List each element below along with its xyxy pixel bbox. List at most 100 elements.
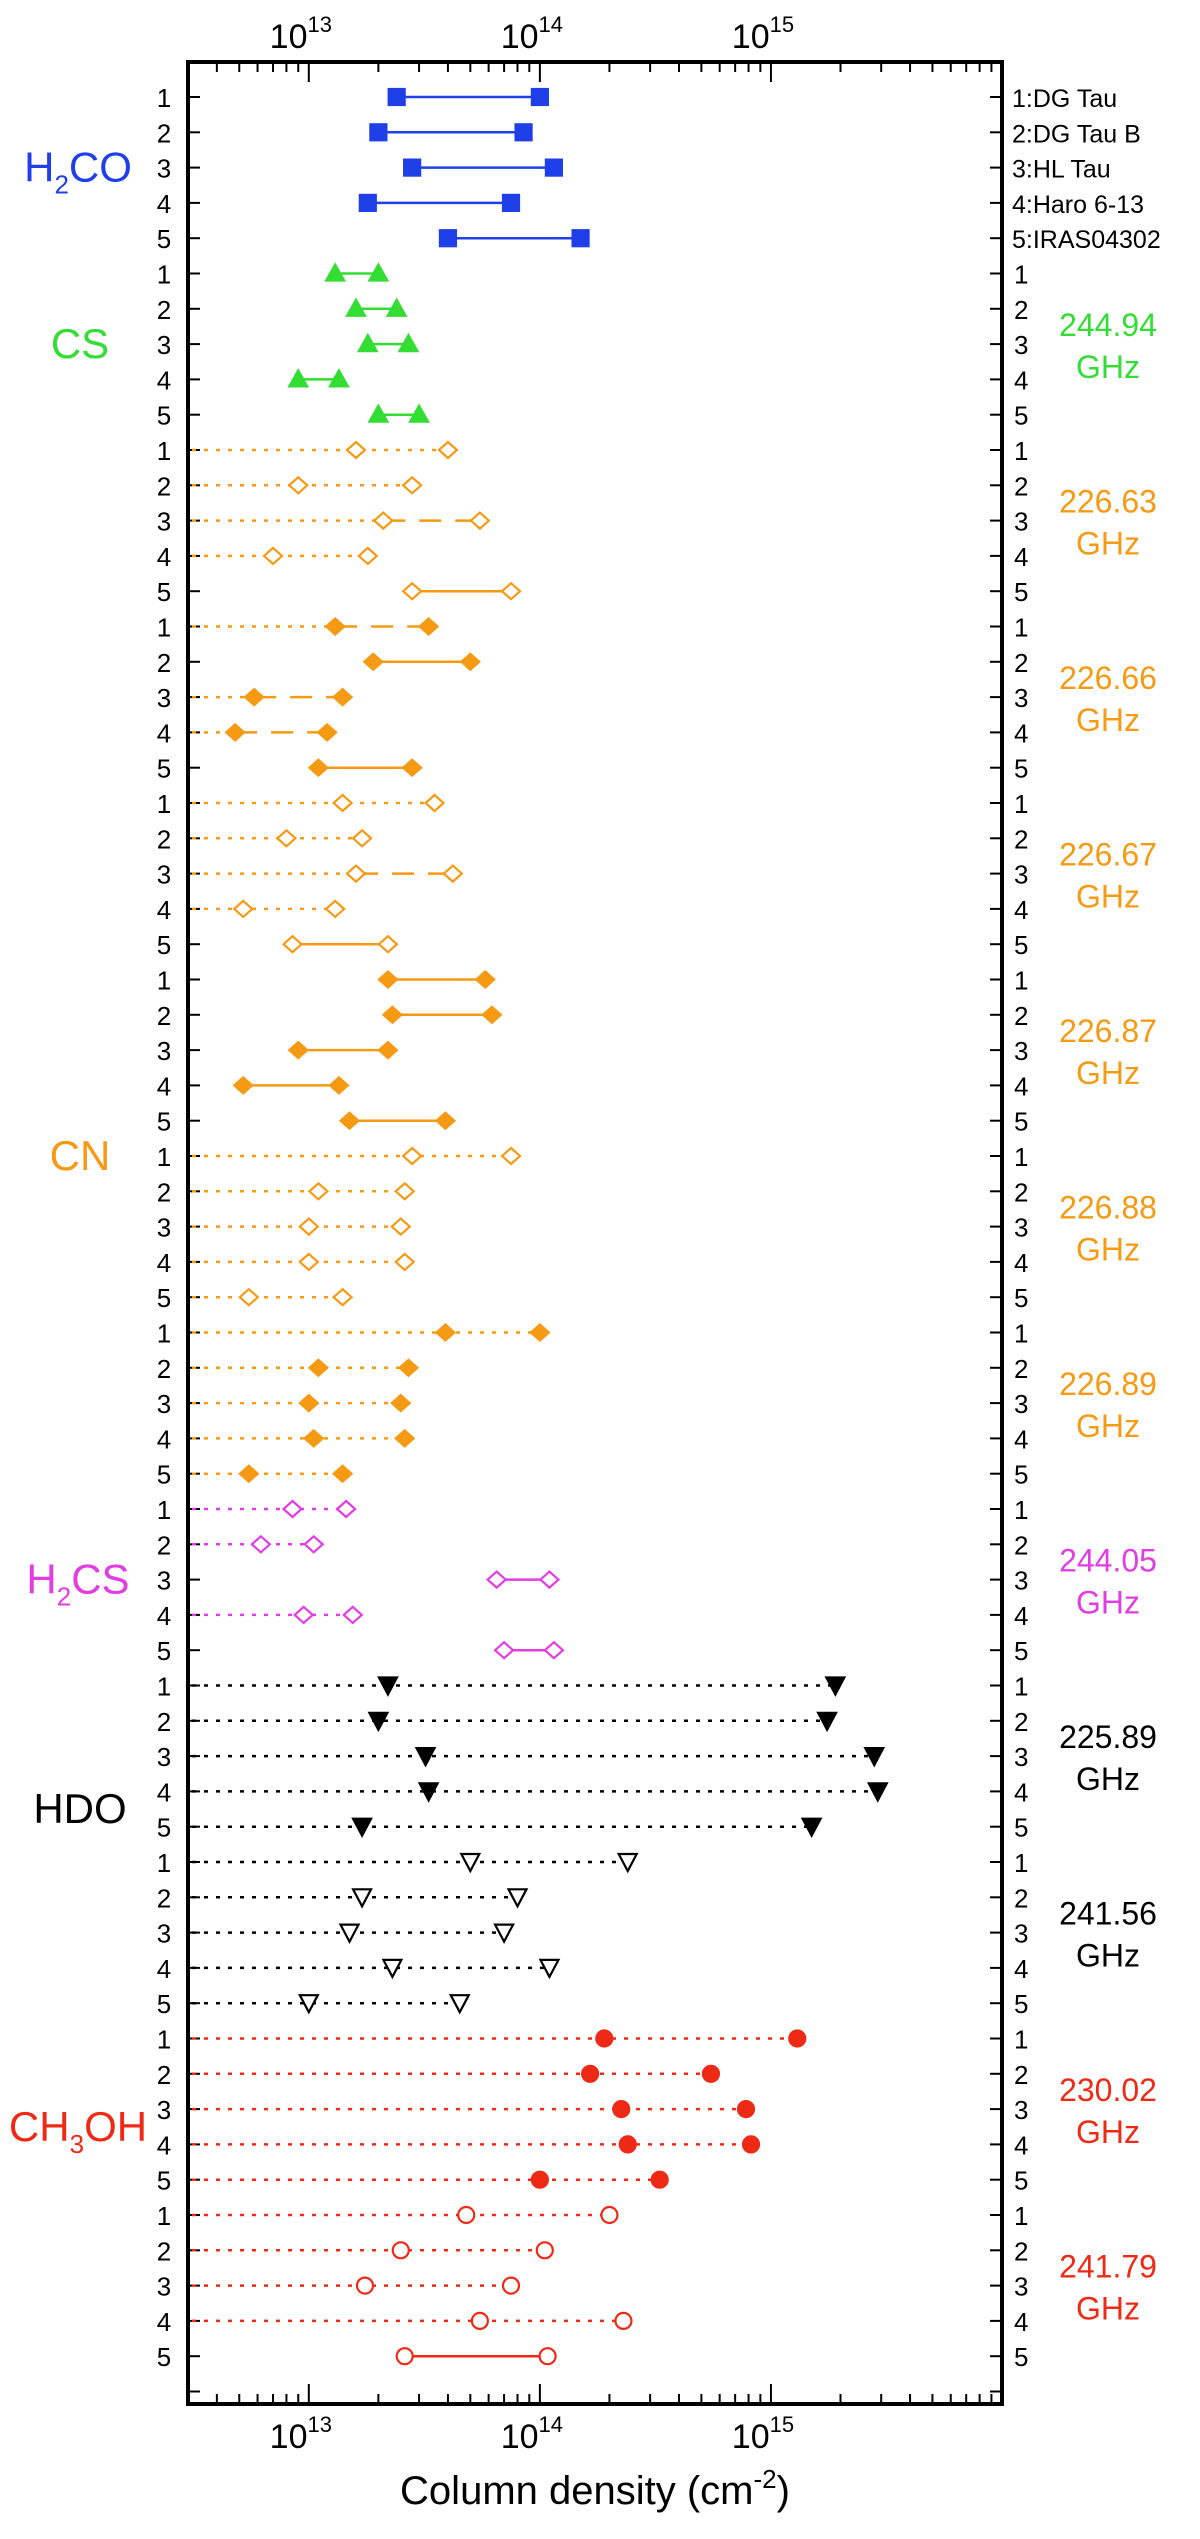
circle-marker bbox=[788, 2029, 807, 2048]
triangle-down-marker bbox=[863, 1747, 886, 1768]
molecule-tail: CO bbox=[69, 144, 132, 191]
row-number-right: 2 bbox=[1014, 295, 1028, 325]
row-number-right: 2 bbox=[1014, 2060, 1028, 2090]
molecule-subscript: 2 bbox=[54, 170, 68, 200]
row-number-left: 5 bbox=[157, 754, 171, 784]
row-number-left: 5 bbox=[157, 2342, 171, 2372]
row-number-left: 2 bbox=[157, 2236, 171, 2266]
diamond-marker bbox=[307, 758, 330, 778]
row-number-left: 2 bbox=[157, 471, 171, 501]
row-number-left: 3 bbox=[157, 1919, 171, 1949]
triangle-marker bbox=[356, 332, 379, 353]
diamond-marker bbox=[434, 1323, 457, 1342]
row-number-right: 1 bbox=[1014, 1672, 1028, 1702]
diamond-marker bbox=[307, 1181, 330, 1201]
square-marker bbox=[501, 193, 521, 212]
row-number-left: 1 bbox=[157, 260, 171, 290]
frequency-unit: GHz bbox=[1076, 349, 1140, 385]
plot-frame bbox=[186, 60, 1004, 2406]
triangle-marker bbox=[345, 297, 367, 317]
diamond-marker bbox=[298, 1252, 320, 1272]
row-number-right: 2 bbox=[1014, 1001, 1028, 1031]
diamond-marker bbox=[342, 1605, 364, 1625]
circle-marker bbox=[595, 2029, 614, 2048]
row-number-right: 3 bbox=[1014, 2272, 1028, 2302]
row-number-left: 1 bbox=[157, 2201, 171, 2231]
frequency-value: 241.79 bbox=[1059, 2249, 1157, 2285]
row-number-right: 5 bbox=[1014, 2342, 1028, 2372]
row-number-left: 1 bbox=[157, 613, 171, 643]
diamond-marker bbox=[324, 617, 346, 636]
row-number-left: 4 bbox=[157, 1954, 171, 1984]
diamond-marker bbox=[250, 1534, 272, 1554]
row-number-right: 3 bbox=[1014, 1919, 1028, 1949]
triangle-down-marker bbox=[414, 1747, 437, 1768]
diamond-marker bbox=[232, 1075, 254, 1095]
x-axis-title-superscript: -2 bbox=[753, 2464, 776, 2494]
frequency-value: 244.94 bbox=[1059, 307, 1157, 343]
frequency-value: 226.63 bbox=[1059, 484, 1157, 520]
frequency-unit: GHz bbox=[1076, 1408, 1140, 1444]
triangle-down-marker bbox=[816, 1711, 838, 1733]
row-number-right: 3 bbox=[1014, 330, 1028, 360]
diamond-marker bbox=[381, 1005, 404, 1025]
square-marker bbox=[544, 158, 564, 177]
data-row: 22 bbox=[157, 118, 1029, 148]
row-number-right: 3 bbox=[1014, 1389, 1028, 1419]
row-number-left: 4 bbox=[157, 895, 171, 925]
triangle-down-marker bbox=[381, 1958, 404, 1980]
triangle-down-marker bbox=[351, 1817, 373, 1839]
frequency-value: 230.02 bbox=[1059, 2072, 1157, 2108]
diamond-marker bbox=[500, 1146, 522, 1166]
row-number-right: 4 bbox=[1014, 365, 1028, 395]
row-number-right: 1 bbox=[1014, 1495, 1028, 1525]
row-number-right: 1 bbox=[1014, 1142, 1028, 1172]
triangle-down-marker bbox=[459, 1852, 482, 1874]
row-number-right: 4 bbox=[1014, 1071, 1028, 1101]
row-number-left: 5 bbox=[157, 1636, 171, 1666]
row-number-right: 3 bbox=[1014, 683, 1028, 713]
diamond-marker bbox=[394, 1181, 416, 1201]
row-number-right: 2 bbox=[1014, 648, 1028, 678]
diamond-marker bbox=[397, 1358, 420, 1378]
diamond-marker bbox=[316, 722, 338, 742]
circle-marker bbox=[614, 2311, 633, 2330]
square-marker bbox=[514, 123, 533, 142]
circle-marker bbox=[701, 2064, 721, 2083]
row-number-right: 4 bbox=[1014, 542, 1028, 572]
source-label: 3:HL Tau bbox=[1012, 156, 1111, 184]
diamond-marker bbox=[307, 1358, 330, 1378]
row-number-left: 1 bbox=[157, 1848, 171, 1878]
row-number-left: 2 bbox=[157, 1177, 171, 1207]
triangle-marker bbox=[397, 332, 420, 353]
row-number-right: 1 bbox=[1014, 613, 1028, 643]
x-tick-label-bottom: 1014 bbox=[501, 2412, 563, 2456]
triangle-down-marker bbox=[506, 1888, 529, 1909]
row-number-left: 1 bbox=[157, 966, 171, 996]
frequency-unit: GHz bbox=[1076, 1585, 1140, 1621]
x-tick-label-bottom: 1015 bbox=[732, 2412, 794, 2456]
diamond-marker bbox=[232, 899, 254, 919]
triangle-down-marker bbox=[377, 1676, 399, 1697]
molecule-name: H bbox=[26, 1556, 56, 1603]
diamond-marker bbox=[298, 1217, 320, 1237]
row-number-left: 5 bbox=[157, 2166, 171, 2196]
row-number-right: 1 bbox=[1014, 2025, 1028, 2055]
